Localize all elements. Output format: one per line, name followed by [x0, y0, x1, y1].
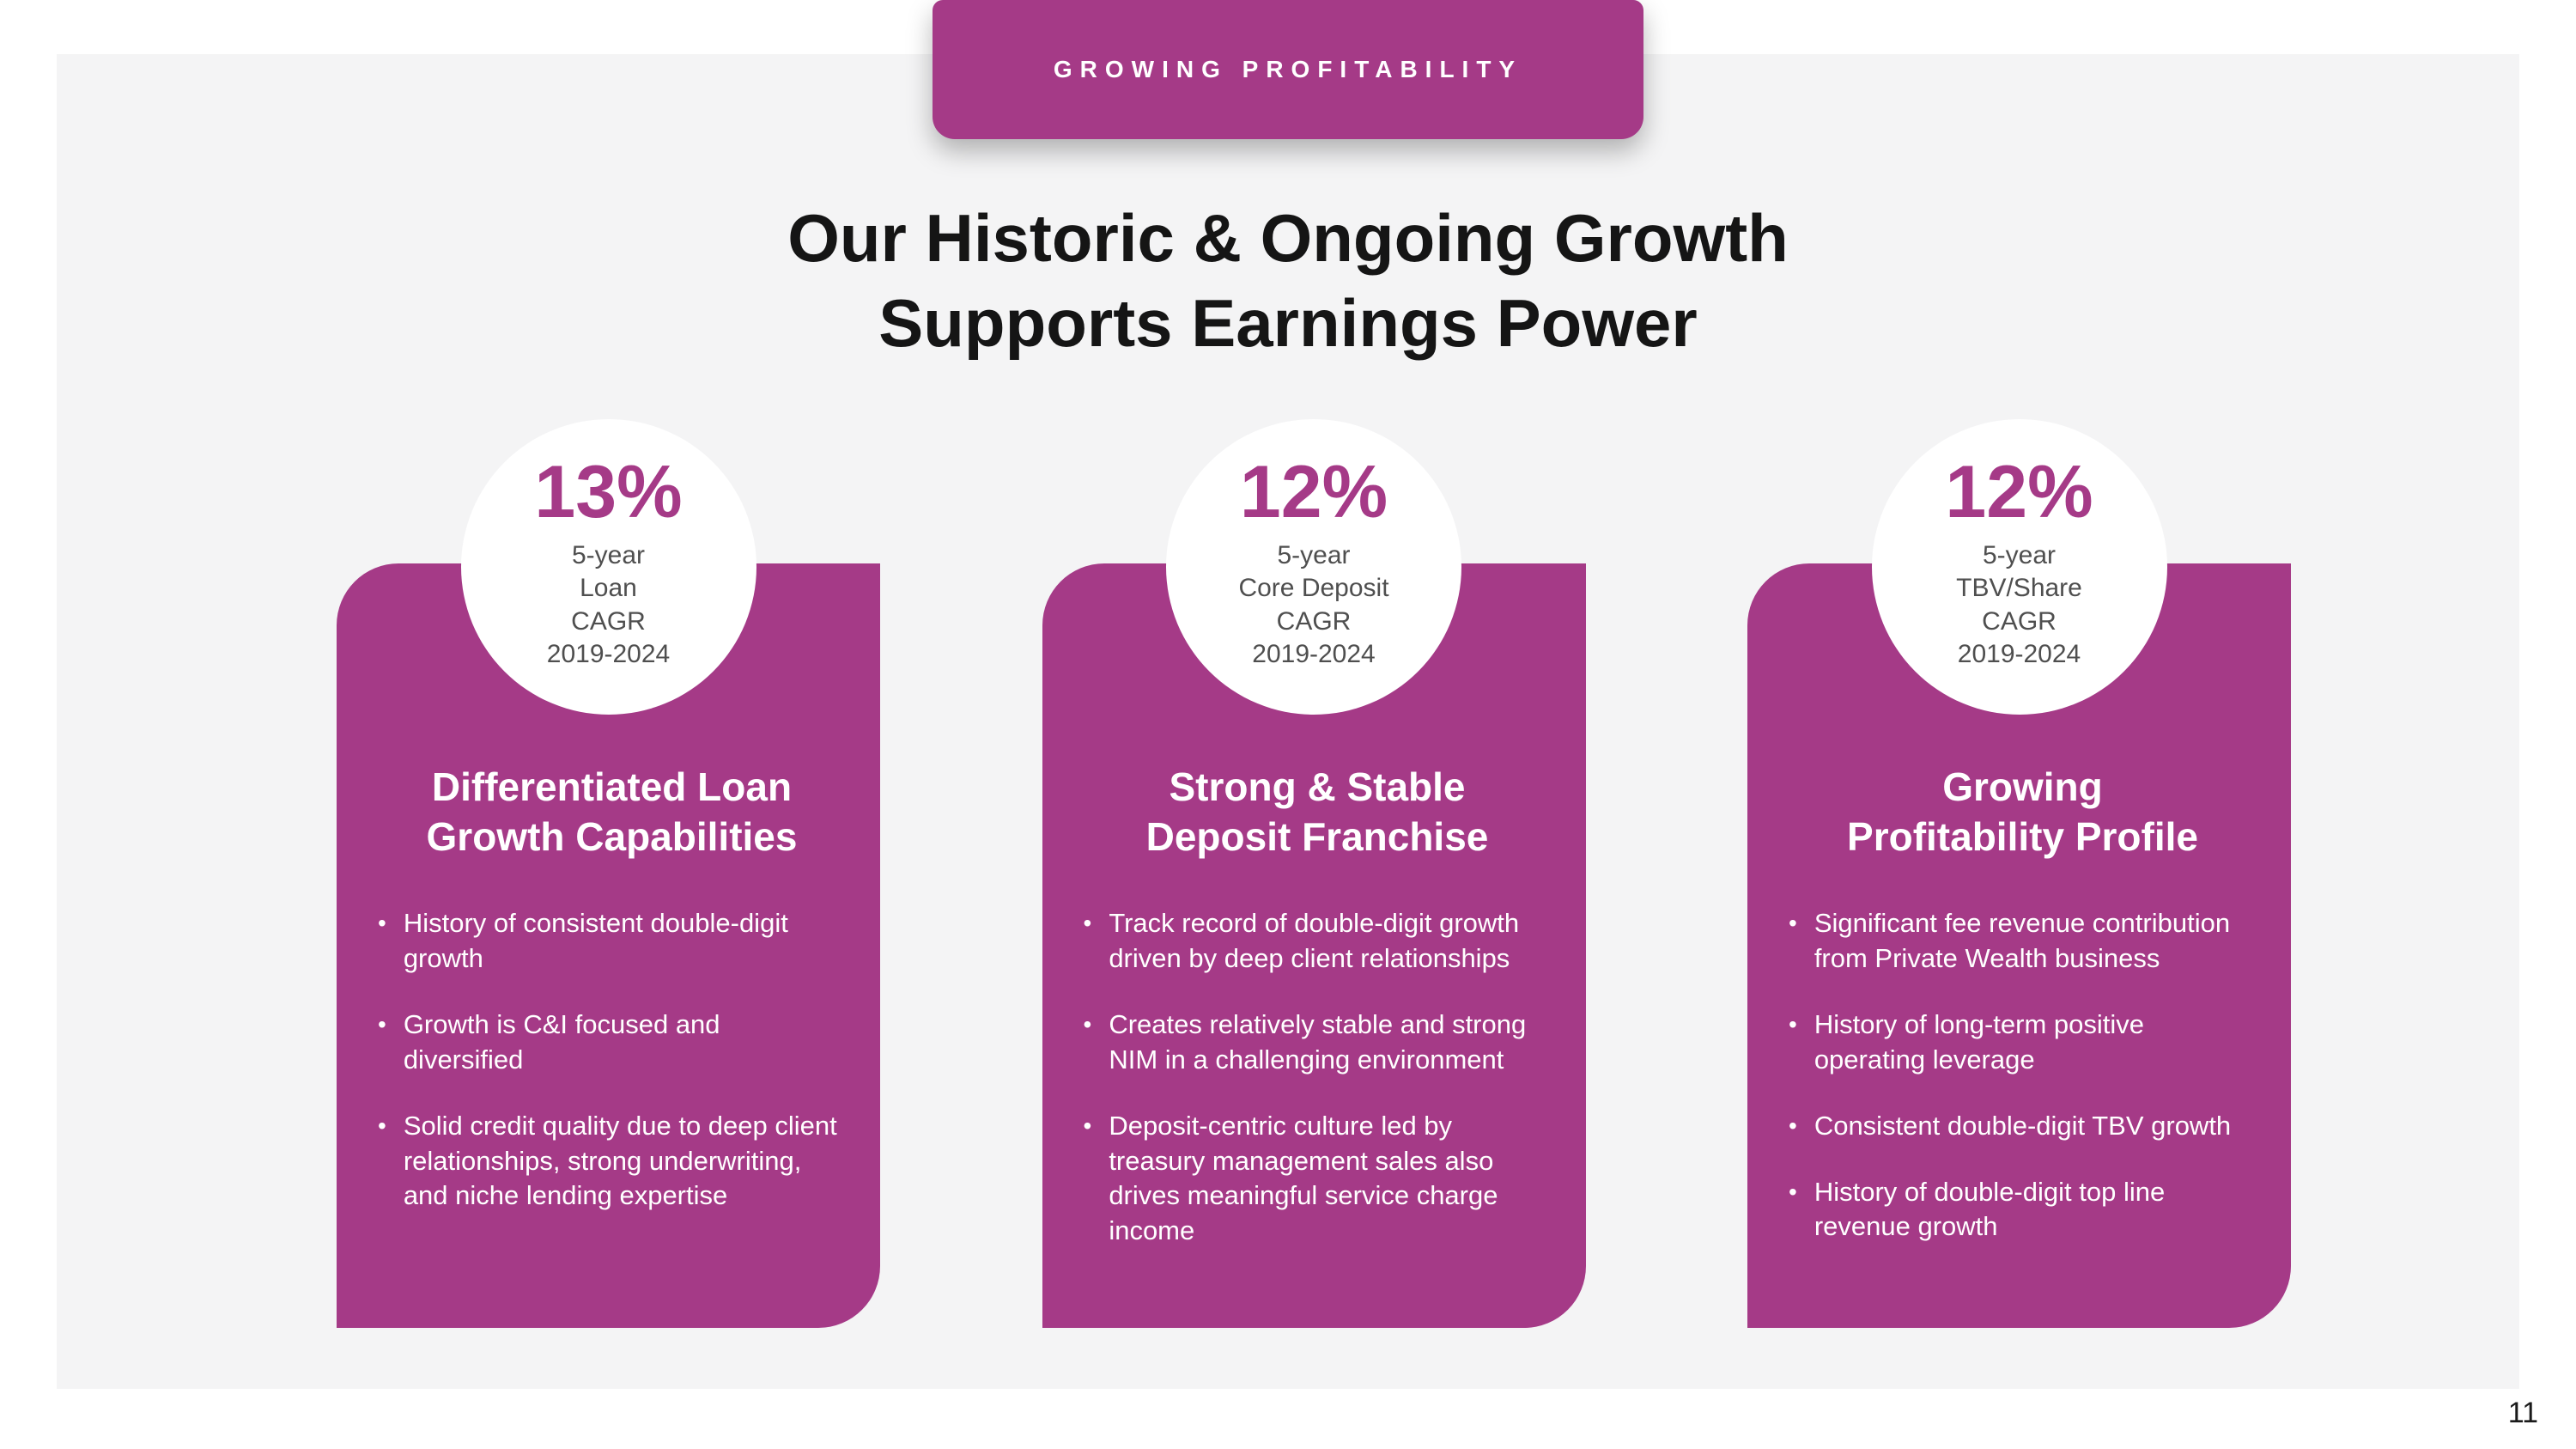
header-badge-label: GROWING PROFITABILITY	[1053, 56, 1523, 82]
bullet-text: History of consistent double-digit growt…	[403, 908, 788, 973]
bullet-text: Track record of double-digit growth driv…	[1109, 908, 1520, 973]
bullet-item: • Creates relatively stable and strong N…	[1084, 1008, 1552, 1078]
bullet-dot-icon: •	[1789, 1010, 1797, 1038]
card-title-line-2: Profitability Profile	[1847, 813, 2198, 859]
bullet-item: • Consistent double-digit TBV growth	[1789, 1109, 2257, 1144]
bullet-text: Solid credit quality due to deep client …	[403, 1110, 837, 1211]
stat-circle-core-deposit-cagr: 12% 5-year Core Deposit CAGR 2019-2024	[1166, 419, 1461, 715]
stat-caption-line: 5-year	[1277, 541, 1351, 569]
stat-caption-line: CAGR	[1982, 606, 2057, 636]
page-number: 11	[2507, 1397, 2538, 1429]
bullet-text: History of double-digit top line revenue…	[1814, 1176, 2166, 1242]
stat-caption-line: 5-year	[571, 541, 646, 569]
bullet-item: • Significant fee revenue contribution f…	[1789, 906, 2257, 977]
stat-caption-line: 2019-2024	[1957, 640, 2081, 669]
bullet-item: • History of consistent double-digit gro…	[378, 906, 846, 977]
bullet-text: Significant fee revenue contribution fro…	[1814, 908, 2231, 973]
stat-caption-line: TBV/Share	[1956, 574, 2082, 603]
bullet-item: • Growth is C&I focused and diversified	[378, 1008, 846, 1078]
stat-caption-line: 5-year	[1982, 541, 2057, 569]
bullet-list: • Track record of double-digit growth dr…	[1084, 906, 1552, 1249]
bullet-text: Deposit-centric culture led by treasury …	[1109, 1110, 1498, 1246]
bullet-item: • History of long-term positive operatin…	[1789, 1008, 2257, 1078]
card-deposit-franchise: 12% 5-year Core Deposit CAGR 2019-2024 S…	[1042, 419, 1586, 1328]
card-title-line-1: Differentiated Loan	[431, 764, 793, 809]
bullet-text: Creates relatively stable and strong NIM…	[1109, 1008, 1527, 1075]
bullet-dot-icon: •	[1789, 910, 1797, 936]
stat-caption-line: Core Deposit	[1238, 574, 1389, 603]
bullet-item: • Track record of double-digit growth dr…	[1084, 906, 1552, 977]
bullet-dot-icon: •	[378, 1010, 386, 1038]
card-title-line-1: Growing	[1942, 764, 2103, 809]
slide-title-line-1: Our Historic & Ongoing Growth	[787, 200, 1789, 276]
header-badge: GROWING PROFITABILITY	[933, 0, 1643, 139]
stat-caption-line: 2019-2024	[546, 640, 671, 669]
stat-caption-line: CAGR	[1276, 606, 1352, 636]
bullet-dot-icon: •	[1789, 1111, 1797, 1139]
card-title: Growing Profitability Profile	[1789, 763, 2257, 861]
stat-circle-tbv-share-cagr: 12% 5-year TBV/Share CAGR 2019-2024	[1871, 419, 2167, 715]
bullet-item: • Solid credit quality due to deep clien…	[378, 1109, 846, 1215]
stat-value: 12%	[1945, 451, 2093, 533]
card-title-line-1: Strong & Stable	[1169, 764, 1466, 809]
slide-title-line-2: Supports Earnings Power	[878, 285, 1698, 362]
card-title-line-2: Deposit Franchise	[1145, 813, 1489, 859]
stat-caption-line: Loan	[580, 574, 637, 603]
card-title-line-2: Growth Capabilities	[426, 813, 798, 859]
card-profitability-profile: 12% 5-year TBV/Share CAGR 2019-2024 Grow…	[1747, 419, 2291, 1328]
stat-caption-line: CAGR	[571, 606, 646, 636]
bullet-dot-icon: •	[1083, 1010, 1092, 1038]
stat-value: 13%	[534, 451, 683, 533]
bullet-dot-icon: •	[1789, 1178, 1797, 1205]
bullet-item: • History of double-digit top line reven…	[1789, 1175, 2257, 1245]
card-title: Differentiated Loan Growth Capabilities	[378, 763, 846, 861]
bullet-item: • Deposit-centric culture led by treasur…	[1084, 1109, 1552, 1250]
bullet-dot-icon: •	[1083, 1111, 1092, 1139]
bullet-text: Consistent double-digit TBV growth	[1814, 1110, 2232, 1141]
bullet-text: Growth is C&I focused and diversified	[403, 1008, 720, 1075]
stat-caption-line: 2019-2024	[1252, 640, 1376, 669]
stat-circle-loan-cagr: 13% 5-year Loan CAGR 2019-2024	[460, 419, 756, 715]
bullet-dot-icon: •	[378, 1111, 386, 1139]
bullet-text: History of long-term positive operating …	[1814, 1008, 2144, 1075]
card-title: Strong & Stable Deposit Franchise	[1084, 763, 1552, 861]
cards-row: 13% 5-year Loan CAGR 2019-2024 Different…	[337, 419, 2291, 1328]
card-loan-growth: 13% 5-year Loan CAGR 2019-2024 Different…	[337, 419, 880, 1328]
slide-title: Our Historic & Ongoing Growth Supports E…	[0, 196, 2576, 366]
bullet-list: • Significant fee revenue contribution f…	[1789, 906, 2257, 1245]
bullet-dot-icon: •	[378, 910, 386, 936]
bullet-dot-icon: •	[1083, 910, 1092, 936]
stat-value: 12%	[1239, 451, 1388, 533]
bullet-list: • History of consistent double-digit gro…	[378, 906, 846, 1214]
